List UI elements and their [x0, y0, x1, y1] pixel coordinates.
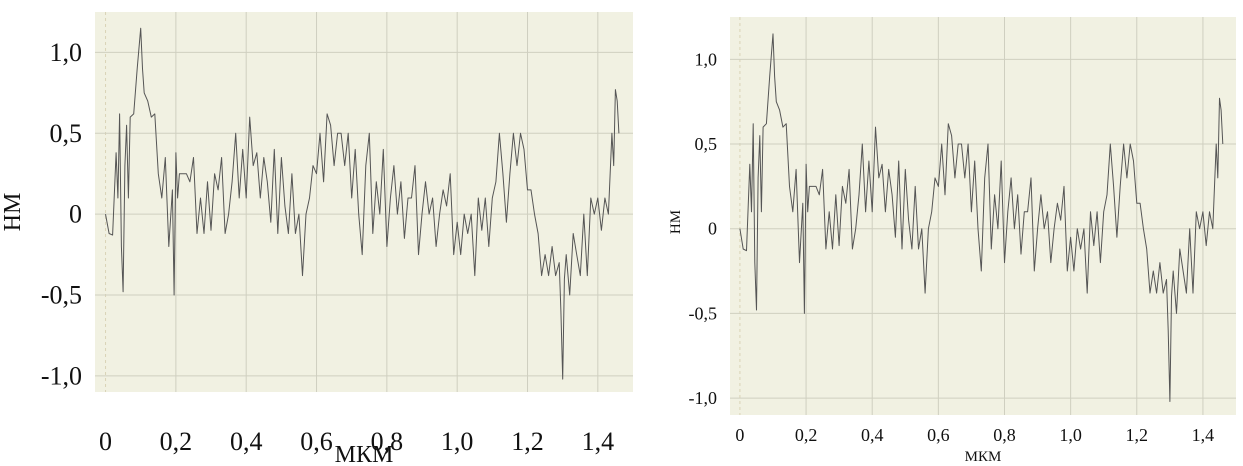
- y-axis-label: НМ: [668, 210, 684, 234]
- x-tick-label: 0: [99, 427, 112, 456]
- y-tick-label: 0: [69, 200, 82, 229]
- y-tick-label: 1,0: [50, 38, 83, 67]
- series-line: [105, 27, 620, 380]
- chart-left: 0 0,2 0,4 0,6 0,8 1,0 1,2 1,4 1,0 0,5 0 -0,5 -1,0 МКМ…: [0, 12, 633, 466]
- x-tick-label: 0,8: [371, 427, 404, 456]
- x-axis-label: МКМ: [965, 449, 1002, 465]
- x-tick-label: 0,6: [927, 425, 950, 445]
- x-tick-label: 1,4: [1192, 425, 1215, 445]
- y-tick-label: 0: [708, 219, 717, 239]
- x-tick-label: 0,2: [795, 425, 818, 445]
- chart-right: 0 0,2 0,4 0,6 0,8 1,0 1,2 1,4 1,0 0,5 0 -0,5 -1,0 МКМ…: [668, 17, 1236, 465]
- y-tick-label: 0,5: [50, 119, 83, 148]
- x-axis-label: МКМ: [335, 442, 394, 466]
- x-tick-label: 0,6: [300, 427, 333, 456]
- x-tick-label: 1,2: [1126, 425, 1149, 445]
- x-tick-label: 1,0: [1059, 425, 1082, 445]
- y-tick-label: -0,5: [689, 303, 718, 323]
- y-tick-label: -1,0: [41, 361, 82, 390]
- y-tick-label: 1,0: [695, 49, 718, 69]
- x-tick-label: 0,8: [993, 425, 1016, 445]
- y-axis-label: НМ: [0, 193, 26, 232]
- x-tick-label: 0: [735, 425, 744, 445]
- series-line: [739, 33, 1224, 402]
- x-tick-label: 1,4: [582, 427, 615, 456]
- y-tick-label: -0,5: [41, 280, 82, 309]
- x-tick-label: 0,2: [160, 427, 193, 456]
- y-tick-label: -1,0: [689, 388, 718, 408]
- y-tick-label: 0,5: [695, 134, 718, 154]
- x-tick-label: 0,4: [230, 427, 263, 456]
- x-tick-label: 1,2: [511, 427, 544, 456]
- x-tick-label: 0,4: [861, 425, 884, 445]
- x-tick-label: 1,0: [441, 427, 474, 456]
